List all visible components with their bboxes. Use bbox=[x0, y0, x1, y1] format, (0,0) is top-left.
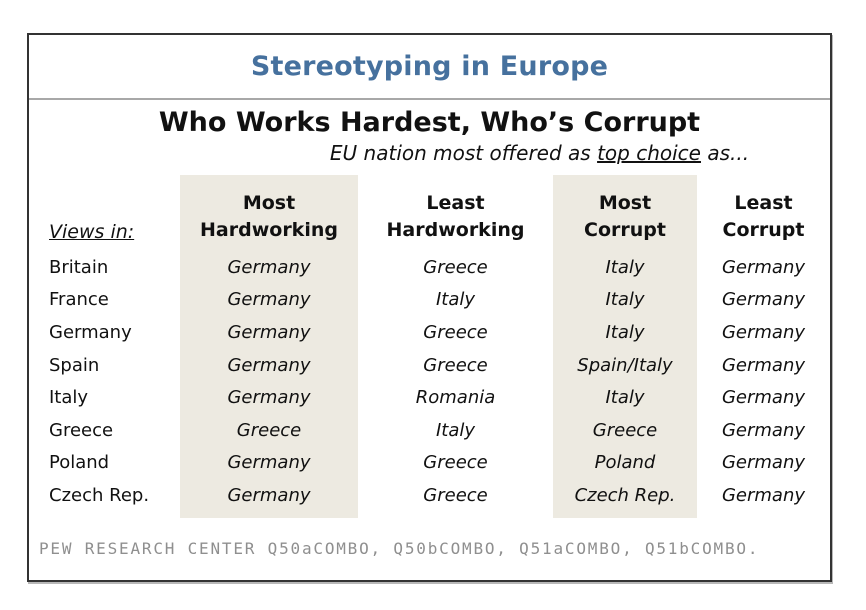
value-cell: Greece bbox=[423, 321, 488, 343]
title-bar: Stereotyping in Europe bbox=[29, 35, 830, 98]
source-note: PEW RESEARCH CENTER Q50aCOMBO, Q50bCOMBO… bbox=[39, 538, 760, 558]
value-cell: Italy bbox=[553, 316, 697, 349]
value-cell: Germany bbox=[180, 446, 358, 480]
value-cell: Germany bbox=[180, 348, 358, 382]
stereotype-table: Views in: Most Hardworking Least Hardworkin… bbox=[29, 175, 830, 518]
value-cell: Greece bbox=[423, 256, 488, 278]
column-header-line: Hardworking bbox=[200, 219, 338, 241]
value-cell: Germany bbox=[180, 381, 358, 414]
value-cell: Germany bbox=[721, 256, 806, 278]
row-label: Poland bbox=[49, 452, 110, 474]
row-label: France bbox=[49, 289, 109, 311]
row-label: Greece bbox=[49, 419, 114, 441]
value-cell: Germany bbox=[180, 251, 358, 284]
spacer-cell bbox=[697, 512, 830, 518]
row-label: Italy bbox=[49, 387, 89, 409]
column-header-most-corrupt: Most Corrupt bbox=[553, 175, 697, 251]
value-cell: Romania bbox=[415, 387, 496, 409]
value-cell: Germany bbox=[721, 452, 806, 474]
column-header-line: Most bbox=[598, 192, 652, 214]
column-header-line: Corrupt bbox=[584, 219, 666, 241]
chart-subtitle: Who Works Hardest, Who’s Corrupt bbox=[158, 107, 701, 138]
value-cell: Spain/Italy bbox=[553, 348, 697, 382]
tagline-prefix: EU nation most offered as bbox=[329, 141, 598, 165]
value-cell: Greece bbox=[553, 413, 697, 447]
value-cell: Greece bbox=[180, 413, 358, 447]
spacer-cell bbox=[358, 512, 553, 518]
column-header-line: Hardworking bbox=[386, 219, 525, 241]
column-header-line: Corrupt bbox=[722, 219, 805, 241]
views-in-label: Views in: bbox=[29, 175, 180, 251]
column-header-line: Most bbox=[242, 192, 296, 214]
value-cell: Germany bbox=[180, 283, 358, 317]
value-cell: Greece bbox=[423, 354, 488, 376]
column-header-most-hardworking: Most Hardworking bbox=[180, 175, 358, 251]
value-cell: Greece bbox=[423, 484, 488, 506]
column-header-least-corrupt: Least Corrupt bbox=[697, 175, 830, 251]
chart-tagline: EU nation most offered as top choice as.… bbox=[29, 140, 830, 167]
row-label: Germany bbox=[49, 321, 132, 343]
value-cell: Germany bbox=[180, 316, 358, 349]
spacer-cell bbox=[29, 512, 180, 518]
row-label: Spain bbox=[49, 354, 100, 376]
value-cell: Italy bbox=[435, 289, 476, 311]
spacer-cell bbox=[180, 511, 358, 518]
value-cell: Germany bbox=[721, 321, 806, 343]
page-title: Stereotyping in Europe bbox=[250, 51, 609, 82]
column-header-line: Least bbox=[734, 192, 793, 214]
title-divider bbox=[29, 98, 830, 100]
views-in-text: Views in: bbox=[49, 221, 135, 243]
value-cell: Italy bbox=[553, 283, 697, 317]
value-cell: Germany bbox=[721, 484, 806, 506]
column-header-line: Least bbox=[426, 192, 485, 214]
value-cell: Germany bbox=[180, 479, 358, 512]
value-cell: Germany bbox=[721, 289, 806, 311]
column-header-least-hardworking: Least Hardworking bbox=[358, 175, 553, 251]
tagline-suffix: as... bbox=[700, 141, 750, 165]
value-cell: Germany bbox=[721, 419, 806, 441]
row-label: Czech Rep. bbox=[49, 484, 150, 506]
value-cell: Germany bbox=[721, 354, 806, 376]
value-cell: Italy bbox=[553, 251, 697, 284]
row-label: Britain bbox=[49, 256, 109, 278]
tagline-underlined: top choice bbox=[597, 141, 701, 165]
value-cell: Germany bbox=[721, 387, 806, 409]
value-cell: Italy bbox=[553, 381, 697, 414]
value-cell: Czech Rep. bbox=[553, 479, 697, 512]
spacer-cell bbox=[553, 511, 697, 518]
value-cell: Poland bbox=[553, 446, 697, 480]
stereotype-table-card: Stereotyping in Europe Who Works Hardest… bbox=[27, 33, 832, 582]
value-cell: Greece bbox=[423, 452, 488, 474]
value-cell: Italy bbox=[435, 419, 476, 441]
